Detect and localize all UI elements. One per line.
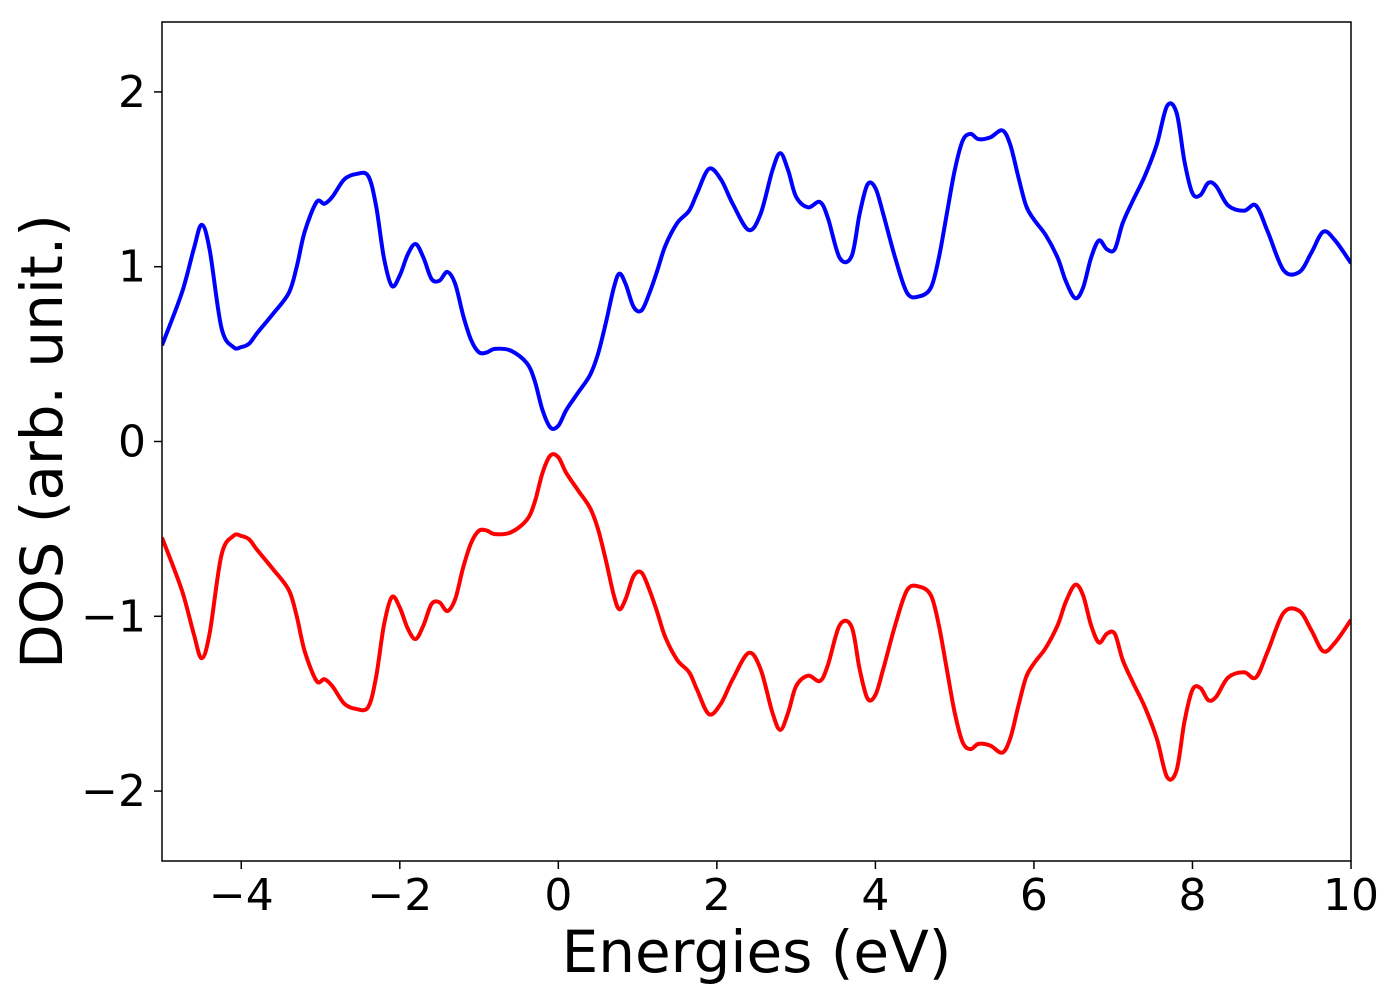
- x-tick-label: −2: [367, 870, 432, 921]
- y-axis-ticks: −2 −1 0 1 2: [81, 67, 162, 817]
- x-tick-label: 0: [544, 870, 572, 921]
- x-axis-ticks: −4 −2 0 2 4 6 8 10: [209, 861, 1379, 921]
- y-tick-label: 0: [118, 417, 146, 468]
- y-tick-label: −2: [81, 766, 146, 817]
- x-tick-label: −4: [209, 870, 274, 921]
- dos-line-positive: [162, 101, 1351, 431]
- x-tick-label: 4: [861, 870, 889, 921]
- x-tick-label: 8: [1178, 870, 1206, 921]
- x-tick-label: 6: [1020, 870, 1048, 921]
- y-tick-label: −1: [81, 591, 146, 642]
- y-tick-label: 1: [118, 242, 146, 293]
- y-tick-label: 2: [118, 67, 146, 118]
- dos-line-negative: [162, 452, 1351, 782]
- plot-frame: [161, 21, 1352, 862]
- x-tick-label: 2: [703, 870, 731, 921]
- x-tick-label: 10: [1323, 870, 1379, 921]
- series-layer: [162, 101, 1351, 782]
- y-axis-label: DOS (arb. unit.): [8, 214, 76, 669]
- x-axis-label: Energies (eV): [562, 918, 952, 986]
